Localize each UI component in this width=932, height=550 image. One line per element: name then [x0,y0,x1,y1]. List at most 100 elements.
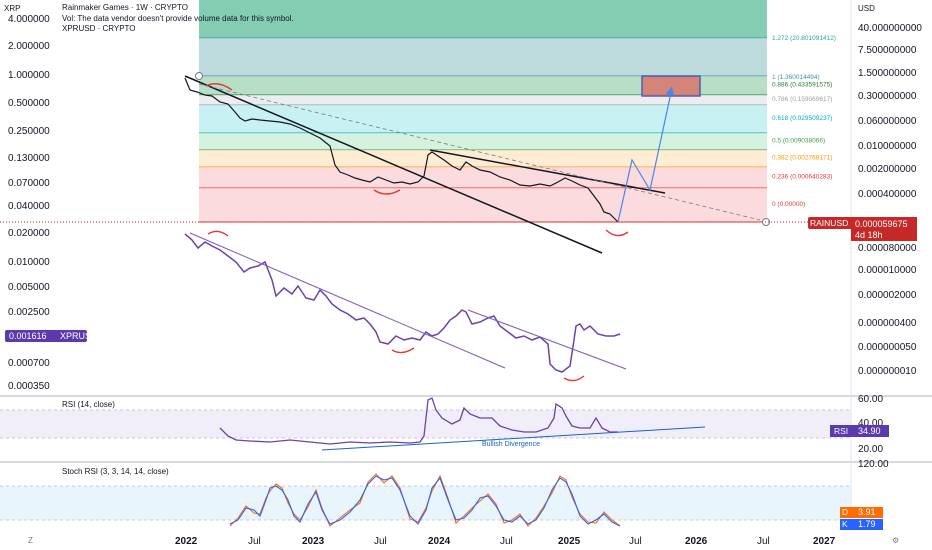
xprusd-price-line [184,233,621,373]
time-axis-label: Jul [629,536,642,547]
fib-level-label: 0.786 (0.159069617) [772,96,832,103]
right-axis-tick: 0.000080000 [858,243,917,254]
left-axis-tick: 4.000000 [8,14,50,25]
fib-band [199,76,767,95]
symbol-title[interactable]: Rainmaker Games · 1W · CRYPTO [62,3,188,12]
rsi-axis-tick: 60.00 [858,394,883,405]
bottom-arc [391,347,415,354]
fib-level-label: 0 (0.00000) [772,201,805,208]
rsi-label-badge [830,425,852,437]
time-axis-label: 2024 [428,536,451,547]
left-axis-tick: 0.000700 [8,358,50,369]
time-axis-label: 2027 [813,536,836,547]
stoch-rsi-pane[interactable]: Stoch RSI (3, 3, 14, 14, close) 120.00 D 3.… [0,459,889,530]
fib-level-label: 1.272 (20.801091412) [772,35,836,42]
xpr-trend-line [467,309,627,370]
fib-retracement[interactable]: 1.272 (20.801091412) 1 (1.360014494)0.886… [0,0,836,226]
time-axis-label: 2026 [685,536,708,547]
right-axis-tick: 1.500000000 [858,68,917,79]
left-axis-unit: XRP [4,4,20,13]
xpr-trend-line [189,232,506,369]
rsi-value: 34.90 [858,426,881,436]
fib-level-label: 0.886 (0.433591575) [772,82,832,89]
stoch-k-label-badge [840,519,851,530]
right-axis-unit: USD [858,4,875,13]
bottom-arc [605,229,629,237]
stoch-k-value-badge [851,519,883,530]
fib-band [199,105,767,133]
rsi-axis-tick: 40.00 [858,418,883,429]
stoch-d-label-badge [840,507,851,518]
rsi-pane[interactable]: RSI (14, close) Bullish Divergence 60.00 40… [0,394,889,455]
left-axis-tick: 0.500000 [8,98,50,109]
right-axis-tick: 0.000002000 [858,290,917,301]
time-axis-label: Jul [757,536,770,547]
fib-level-label: 0.5 (0.009038066) [772,138,825,145]
stoch-d-value: 3.91 [858,507,876,517]
stoch-k-line [229,475,621,527]
settings-icon[interactable]: ⚙ [892,536,899,545]
rsi-label: RSI [834,426,848,436]
rsi-title: RSI (14, close) [62,400,115,409]
time-axis[interactable]: 2022 Jul 2023 Jul 2024 Jul 2025 Jul 2026 Jul 2027 [175,536,836,547]
stoch-d-value-badge [851,507,883,518]
right-axis-tick: 0.000010000 [858,265,917,276]
right-axis-tick: 7.500000000 [858,45,917,56]
main-price-pane[interactable] [184,75,761,382]
fib-band [199,95,767,105]
fib-level-label: 1 (1.360014494) [772,74,820,81]
fib-band [199,188,767,222]
xpr-price-label: XPRUSD [60,331,98,341]
left-axis-tick: 0.020000 [8,228,50,239]
time-axis-label: Jul [374,536,387,547]
top-arc [205,83,233,91]
left-axis-tick: 0.070000 [8,178,50,189]
top-arc [207,230,229,237]
bottom-arc [373,189,401,195]
fib-band [199,0,767,38]
price-value: 0.000059675 [855,219,908,229]
rsi-value-badge [851,425,889,437]
rsi-axis-tick: 20.00 [858,444,883,455]
left-axis-tick: 1.000000 [8,70,50,81]
rsi-line [219,397,618,445]
right-axis-tick: 0.002000000 [858,164,917,175]
left-axis-tick: 0.250000 [8,126,50,137]
fib-band [199,133,767,150]
bar-countdown: 4d 18h [855,230,883,240]
left-axis-tick: 2.000000 [8,41,50,52]
stoch-k-label: K [842,519,848,529]
stoch-band [0,486,851,520]
time-axis-label: 2025 [558,536,581,547]
divergence-label: Bullish Divergence [482,441,540,448]
time-axis-label: 2023 [302,536,325,547]
right-price-axis[interactable]: 40.000000000 7.500000000 1.500000000 0.3000… [858,23,922,377]
stoch-axis-tick: 120.00 [858,459,889,470]
projection-arrow [666,86,674,96]
falling-wedge-upper-line [184,75,603,254]
right-axis-tick: 0.060000000 [858,116,917,127]
rainusd-label-badge [808,217,852,229]
right-axis-tick: 0.000400000 [858,189,917,200]
right-axis-tick: 0.000000400 [858,318,917,329]
xpr-price-badge [5,330,87,342]
time-axis-label: Jul [248,536,261,547]
zoom-icon[interactable]: Z [28,536,33,545]
right-axis-tick: 0.000000050 [858,342,917,353]
time-axis-label: Jul [500,536,513,547]
dashed-trend-line [198,83,761,221]
right-axis-tick: 0.300000000 [858,91,917,102]
volume-note: Vol: The data vendor doesn't provide vol… [62,14,294,23]
fib-anchor [195,72,203,80]
stoch-d-label: D [842,507,848,517]
fib-level-label: 0.236 (0.000640283) [772,174,832,181]
divergence-line [321,426,706,451]
right-axis-tick: 0.010000000 [858,141,917,152]
fib-band [199,150,767,167]
compare-symbol[interactable]: XPRUSD · CRYPTO [62,24,136,33]
stoch-k-value: 1.79 [858,519,876,529]
fib-level-label: 0.618 (0.029509237) [772,115,832,122]
left-axis-tick: 0.010000 [8,257,50,268]
fib-level-label: 0.382 (0.002768171) [772,155,832,162]
